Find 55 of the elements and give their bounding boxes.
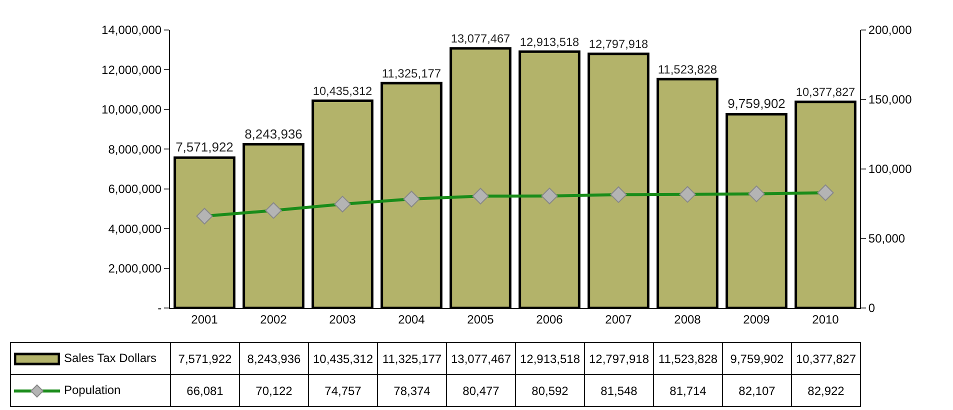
data-label: 13,077,467 (446, 342, 516, 374)
x-tick-label: 2006 (536, 312, 564, 326)
y-tick-label: 2,000,000 (108, 261, 162, 276)
y-tick-label: 12,000,000 (102, 62, 162, 77)
data-label: 8,243,936 (240, 342, 308, 374)
text: 11,523,828 (658, 62, 718, 76)
y2-tick-label: 200,000 (868, 23, 912, 38)
data-label: 74,757 (308, 374, 378, 406)
y-tick-label: 8,000,000 (108, 142, 162, 156)
y-tick-label: - (158, 301, 162, 316)
data-label: 7,571,922 (170, 342, 240, 374)
data-label: 70,122 (240, 374, 308, 406)
x-tick-label: 2009 (743, 312, 770, 326)
x-tick-label: 2007 (605, 312, 632, 326)
text: 11,325,177 (382, 66, 442, 80)
y-tick-label: 14,000,000 (102, 23, 162, 38)
data-label: 12,913,518 (516, 342, 584, 374)
data-label: 9,759,902 (722, 342, 792, 374)
x-tick-label: 2001 (191, 312, 218, 326)
text: 8,243,936 (244, 126, 302, 142)
legend-label: Population (64, 383, 121, 398)
data-label: 82,107 (722, 374, 792, 406)
x-tick-label: 2004 (398, 312, 426, 326)
data-label: 80,592 (516, 374, 584, 406)
x-tick-label: 2002 (260, 312, 288, 326)
data-label: 10,435,312 (308, 342, 378, 374)
data-label: 81,714 (654, 374, 722, 406)
text: 13,077,467 (450, 32, 510, 46)
x-tick-label: 2005 (467, 312, 494, 326)
data-label: 10,377,827 (792, 342, 860, 374)
y-tick-label: 10,000,000 (102, 102, 162, 117)
data-label: 80,477 (446, 374, 516, 406)
data-label: 78,374 (378, 374, 446, 406)
data-label: 82,922 (792, 374, 860, 406)
data-label: 81,548 (584, 374, 654, 406)
data-label: 12,797,918 (584, 342, 654, 374)
data-label: 11,325,177 (378, 342, 446, 374)
text: 10,377,827 (796, 85, 856, 100)
legend-label: Sales Tax Dollars (64, 351, 156, 366)
y2-tick-label: 150,000 (868, 92, 912, 107)
y2-tick-label: 50,000 (868, 232, 906, 246)
text: 12,913,518 (520, 34, 580, 49)
text: 7,571,922 (176, 140, 234, 155)
y2-tick-label: 100,000 (868, 162, 912, 176)
text: 12,797,918 (588, 37, 648, 52)
x-tick-label: 2003 (329, 312, 356, 326)
y-tick-label: 4,000,000 (108, 222, 162, 236)
y2-tick-label: 0 (868, 301, 876, 316)
x-tick-label: 2008 (674, 312, 702, 326)
text: 9,759,902 (728, 96, 786, 112)
data-label: 11,523,828 (654, 342, 722, 374)
x-tick-label: 2010 (812, 312, 840, 326)
text: 10,435,312 (312, 84, 372, 98)
data-label: 66,081 (170, 374, 240, 406)
y-tick-label: 6,000,000 (108, 182, 162, 196)
